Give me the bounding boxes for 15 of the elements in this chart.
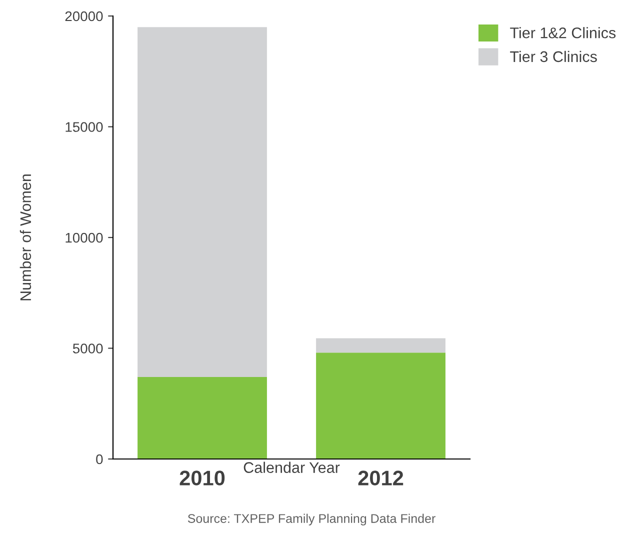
x-tick-label: 2010 bbox=[180, 470, 225, 486]
legend-label: Tier 3 Clinics bbox=[510, 50, 597, 62]
bar bbox=[316, 338, 446, 353]
y-axis-title: Number of Women bbox=[20, 174, 32, 300]
legend-label: Tier 1&2 Clinics bbox=[510, 27, 616, 38]
x-tick-label: 2012 bbox=[358, 470, 404, 486]
bar bbox=[138, 377, 267, 459]
y-tick-label: 10000 bbox=[66, 232, 103, 243]
y-tick-label: 15000 bbox=[66, 122, 103, 132]
bar bbox=[316, 352, 446, 459]
y-tick-label: 5000 bbox=[72, 344, 103, 354]
x-axis-title: Calendar Year bbox=[244, 462, 340, 473]
y-tick-label: 20000 bbox=[65, 11, 103, 22]
y-tick-label: 0 bbox=[96, 454, 103, 464]
source-note: Source: TXPEP Family Planning Data Finder bbox=[188, 514, 436, 526]
